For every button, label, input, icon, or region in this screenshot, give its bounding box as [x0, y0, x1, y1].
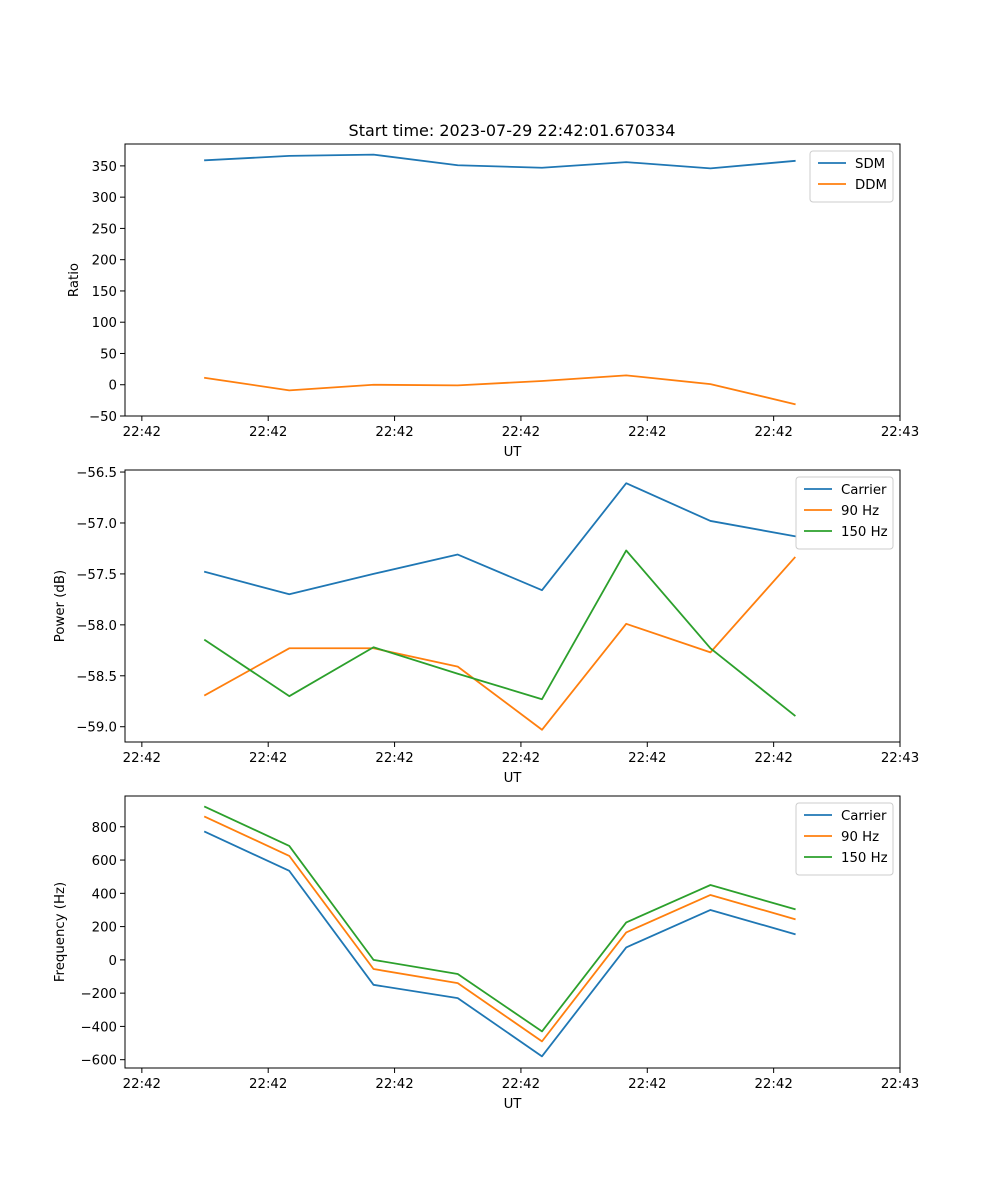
x-tick-label: 22:42 — [628, 425, 666, 440]
y-tick-label: 350 — [92, 160, 117, 175]
legend-label: Carrier — [841, 483, 887, 498]
figure-title: Start time: 2023-07-29 22:42:01.670334 — [349, 121, 676, 140]
x-tick-label: 22:42 — [249, 1077, 287, 1092]
series-line-carrier — [203, 482, 796, 596]
y-tick-label: −59.0 — [76, 721, 117, 736]
series-line-150-hz — [203, 549, 796, 717]
x-tick-label: 22:42 — [628, 1077, 666, 1092]
subplots: 22:42 22:42 22:42 22:42 22:42 22:42 22:43 −50 0 5… — [53, 143, 919, 1112]
legend-label: 150 Hz — [841, 851, 888, 866]
legend-label: 90 Hz — [841, 830, 879, 845]
legend-label: SDM — [855, 157, 885, 172]
x-tick-label: 22:42 — [754, 425, 792, 440]
series-line-ddm — [204, 374, 796, 406]
legend: Carrier 90 Hz 150 Hz — [795, 802, 894, 876]
series-line-90-hz — [203, 556, 796, 731]
y-tick-label: 0 — [109, 379, 117, 394]
axes-frame — [124, 143, 901, 417]
y-axis-label: Frequency (Hz) — [53, 882, 68, 982]
x-axis-label: UT — [504, 445, 523, 460]
x-tick-label: 22:42 — [123, 1077, 161, 1092]
x-tick-label: 22:43 — [881, 751, 919, 766]
x-tick-label: 22:43 — [881, 1077, 919, 1092]
x-tick-label: 22:42 — [375, 425, 413, 440]
axes-frame — [124, 795, 901, 1069]
x-axis-label: UT — [504, 771, 523, 786]
x-tick-label: 22:42 — [123, 751, 161, 766]
x-tick-label: 22:43 — [881, 425, 919, 440]
y-tick-label: 800 — [92, 821, 117, 836]
y-tick-label: 50 — [100, 347, 117, 362]
x-tick-label: 22:42 — [375, 751, 413, 766]
y-tick-label: 200 — [92, 254, 117, 269]
x-tick-label: 22:42 — [249, 425, 287, 440]
y-axis-label: Power (dB) — [53, 570, 68, 642]
legend-label: 90 Hz — [841, 504, 879, 519]
x-tick-label: 22:42 — [754, 751, 792, 766]
series-line-carrier — [203, 830, 796, 1058]
y-tick-label: 600 — [92, 854, 117, 869]
series-line-sdm — [204, 153, 796, 170]
x-tick-label: 22:42 — [375, 1077, 413, 1092]
legend-label: 150 Hz — [841, 525, 888, 540]
y-tick-label: 100 — [92, 316, 117, 331]
y-tick-label: −56.5 — [76, 466, 117, 481]
y-tick-label: −50 — [89, 410, 117, 425]
y-tick-label: 300 — [92, 191, 117, 206]
x-tick-label: 22:42 — [628, 751, 666, 766]
legend: Carrier 90 Hz 150 Hz — [795, 476, 894, 550]
y-tick-label: −57.0 — [76, 517, 117, 532]
y-tick-label: −58.0 — [76, 619, 117, 634]
y-tick-label: 0 — [109, 954, 117, 969]
series-line-150-hz — [203, 805, 796, 1033]
legend-label: DDM — [855, 178, 887, 193]
y-tick-label: −400 — [80, 1020, 117, 1035]
axes-frame — [124, 469, 901, 743]
series-line-90-hz — [203, 815, 796, 1043]
y-tick-label: −200 — [80, 987, 117, 1002]
legend: SDM DDM — [809, 150, 894, 203]
subplot-1: 22:42 22:42 22:42 22:42 22:42 22:42 22:43 −50 0 5… — [67, 143, 919, 460]
legend-label: Carrier — [841, 809, 887, 824]
y-tick-label: 250 — [92, 222, 117, 237]
x-tick-label: 22:42 — [502, 1077, 540, 1092]
y-tick-label: 150 — [92, 285, 117, 300]
x-tick-label: 22:42 — [502, 751, 540, 766]
y-tick-label: −58.5 — [76, 670, 117, 685]
y-tick-label: 400 — [92, 887, 117, 902]
y-axis-label: Ratio — [67, 263, 82, 297]
x-axis-label: UT — [504, 1097, 523, 1112]
x-tick-label: 22:42 — [249, 751, 287, 766]
subplot-3: 22:42 22:42 22:42 22:42 22:42 22:42 22:43 −600 −… — [53, 795, 919, 1112]
y-tick-label: 200 — [92, 921, 117, 936]
subplot-2: 22:42 22:42 22:42 22:42 22:42 22:42 22:43 −59.0… — [53, 466, 919, 786]
x-tick-label: 22:42 — [123, 425, 161, 440]
x-tick-label: 22:42 — [502, 425, 540, 440]
y-tick-label: −57.5 — [76, 568, 117, 583]
x-tick-label: 22:42 — [754, 1077, 792, 1092]
y-tick-label: −600 — [80, 1054, 117, 1069]
